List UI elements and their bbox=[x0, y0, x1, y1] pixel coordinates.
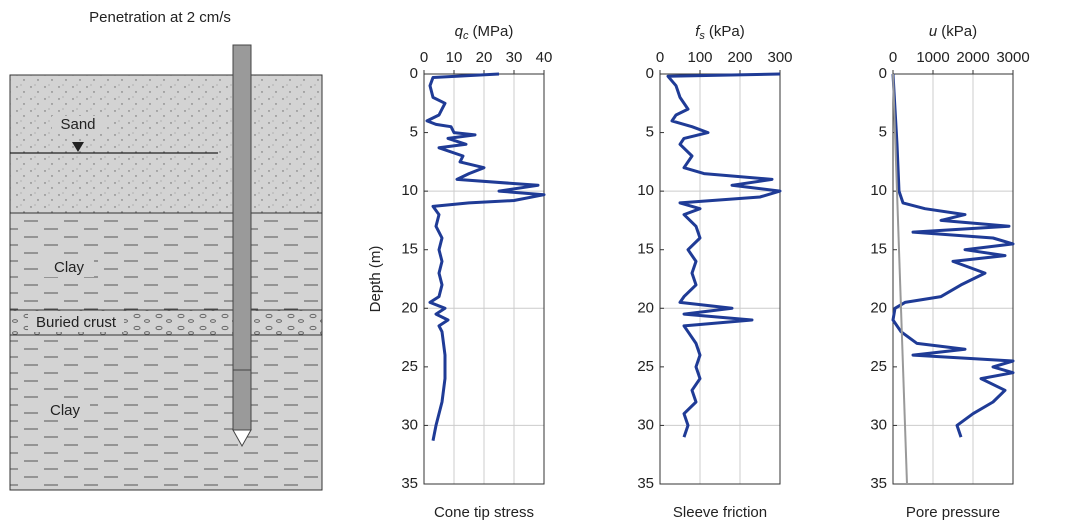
title-subscript: s bbox=[699, 30, 705, 42]
plot-frame bbox=[892, 73, 1014, 485]
y-tick-label: 15 bbox=[870, 241, 887, 258]
y-tick-label: 0 bbox=[646, 65, 654, 82]
cone-rod bbox=[232, 44, 252, 431]
x-tick-label: 0 bbox=[420, 49, 428, 66]
profile-line bbox=[666, 72, 782, 438]
chart-title: fs (kPa) bbox=[695, 23, 745, 42]
x-tick-label: 200 bbox=[727, 49, 752, 66]
x-tick-label: 20 bbox=[476, 49, 493, 66]
y-tick-label: 30 bbox=[637, 416, 654, 433]
x-axis-label: Cone tip stress bbox=[434, 504, 534, 521]
x-tick-label: 100 bbox=[687, 49, 712, 66]
diagram-border bbox=[9, 74, 323, 491]
y-tick-label: 25 bbox=[401, 358, 418, 375]
diagram-title: Penetration at 2 cm/s bbox=[89, 9, 231, 26]
profile-line bbox=[425, 72, 546, 441]
y-tick-label: 10 bbox=[637, 182, 654, 199]
layer-label: Sand bbox=[60, 116, 95, 133]
charts: qc (MPa) 0 10 20 30 40 0 5 10 15 20 25 30 35 Depth (m) C… bbox=[367, 23, 1030, 521]
y-tick-label: 25 bbox=[870, 358, 887, 375]
title-unit: (kPa) bbox=[709, 23, 745, 40]
y-tick-label: 20 bbox=[637, 299, 654, 316]
layer-label: Clay bbox=[50, 402, 81, 419]
sand-layer bbox=[10, 75, 322, 213]
layer-label: Buried crust bbox=[36, 314, 117, 331]
y-tick-label: 35 bbox=[870, 475, 887, 492]
x-tick-label: 40 bbox=[536, 49, 553, 66]
label-bg bbox=[40, 402, 90, 420]
y-tick-label: 30 bbox=[870, 416, 887, 433]
chart-title: qc (MPa) bbox=[455, 23, 514, 42]
y-axis-label: Depth (m) bbox=[367, 246, 384, 313]
x-tick-label: 0 bbox=[889, 49, 897, 66]
layer-label: Clay bbox=[54, 259, 85, 276]
soil-diagram: Penetration at 2 cm/s Sand Clay Buried c… bbox=[9, 9, 323, 491]
title-unit: (kPa) bbox=[941, 23, 977, 40]
y-tick-label: 30 bbox=[401, 416, 418, 433]
x-tick-label: 300 bbox=[767, 49, 792, 66]
plot-frame bbox=[659, 73, 781, 485]
x-tick-label: 2000 bbox=[956, 49, 989, 66]
x-axis-label: Pore pressure bbox=[906, 504, 1000, 521]
y-tick-label: 0 bbox=[879, 65, 887, 82]
title-symbol: u bbox=[929, 23, 938, 40]
title-symbol: q bbox=[455, 23, 464, 40]
y-tick-label: 10 bbox=[870, 182, 887, 199]
y-tick-label: 25 bbox=[637, 358, 654, 375]
title-subscript: c bbox=[463, 30, 469, 42]
chart-title: u (kPa) bbox=[929, 23, 977, 40]
x-tick-label: 0 bbox=[656, 49, 664, 66]
water-table-symbol bbox=[72, 142, 84, 152]
y-tick-label: 5 bbox=[410, 124, 418, 141]
y-tick-label: 35 bbox=[637, 475, 654, 492]
x-tick-label: 30 bbox=[506, 49, 523, 66]
title-unit: (MPa) bbox=[473, 23, 514, 40]
profile-line bbox=[891, 73, 1015, 438]
label-bg bbox=[52, 116, 106, 134]
title-symbol: f bbox=[695, 23, 701, 40]
y-tick-label: 10 bbox=[401, 182, 418, 199]
y-tick-label: 5 bbox=[879, 124, 887, 141]
profile-line bbox=[892, 73, 908, 485]
y-tick-label: 15 bbox=[637, 241, 654, 258]
x-axis-label: Sleeve friction bbox=[673, 504, 767, 521]
label-bg bbox=[44, 259, 94, 277]
y-tick-label: 35 bbox=[401, 475, 418, 492]
label-bg bbox=[28, 313, 124, 332]
y-tick-label: 20 bbox=[870, 299, 887, 316]
x-tick-label: 1000 bbox=[916, 49, 949, 66]
y-tick-label: 15 bbox=[401, 241, 418, 258]
cone-tip bbox=[232, 429, 252, 448]
x-tick-label: 10 bbox=[446, 49, 463, 66]
x-tick-label: 3000 bbox=[996, 49, 1029, 66]
y-tick-label: 5 bbox=[646, 124, 654, 141]
y-tick-label: 0 bbox=[410, 65, 418, 82]
y-tick-label: 20 bbox=[401, 299, 418, 316]
